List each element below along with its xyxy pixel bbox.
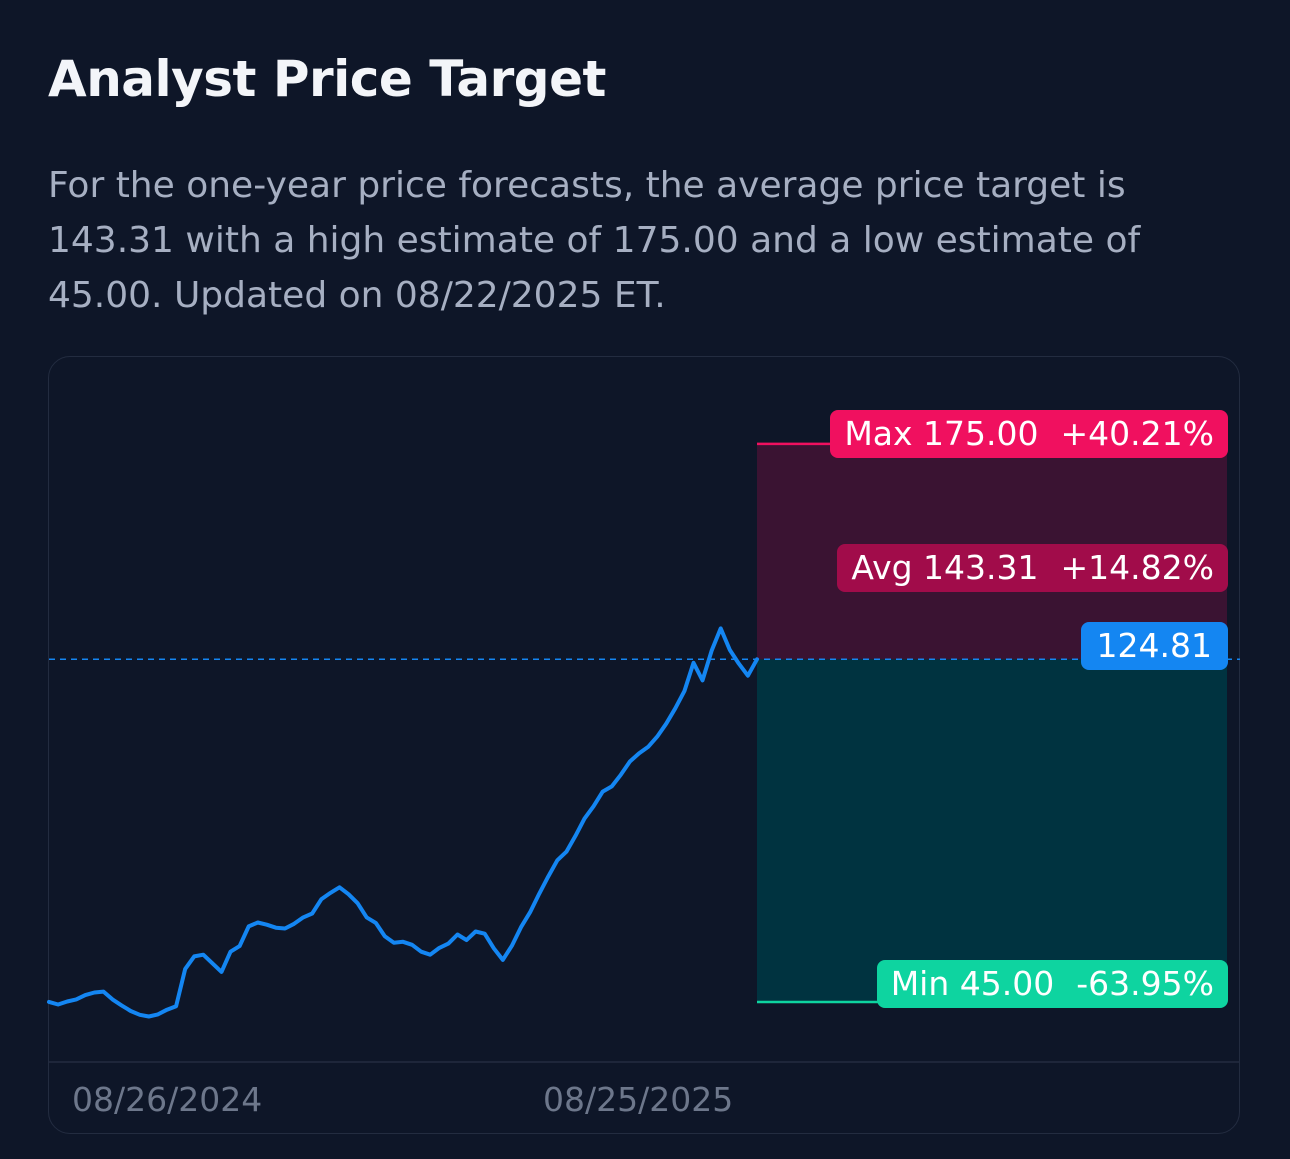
- x-tick-label: 08/26/2024: [72, 1080, 263, 1119]
- avg-target-change: +14.82%: [1060, 548, 1214, 587]
- price-target-chart-card: [48, 356, 1240, 1134]
- max-target-value: 175.00: [923, 414, 1039, 453]
- min-target-value: 45.00: [959, 964, 1055, 1003]
- avg-target-badge: Avg 143.31 +14.82%: [837, 544, 1228, 592]
- min-target-badge: Min 45.00 -63.95%: [876, 960, 1228, 1008]
- current-price-badge: 124.81: [1080, 622, 1228, 670]
- avg-target-label: Avg: [851, 548, 913, 587]
- price-history-line: [47, 626, 759, 1019]
- downside-zone: [757, 659, 1227, 1002]
- min-target-change: -63.95%: [1076, 964, 1214, 1003]
- x-tick-label: 08/25/2025: [543, 1080, 734, 1119]
- max-target-label: Max: [844, 414, 913, 453]
- max-target-badge: Max 175.00 +40.21%: [830, 410, 1228, 458]
- page-title: Analyst Price Target: [48, 50, 606, 108]
- avg-target-value: 143.31: [923, 548, 1039, 587]
- min-target-label: Min: [890, 964, 950, 1003]
- max-target-change: +40.21%: [1060, 414, 1214, 453]
- price-target-description: For the one-year price forecasts, the av…: [48, 165, 1141, 316]
